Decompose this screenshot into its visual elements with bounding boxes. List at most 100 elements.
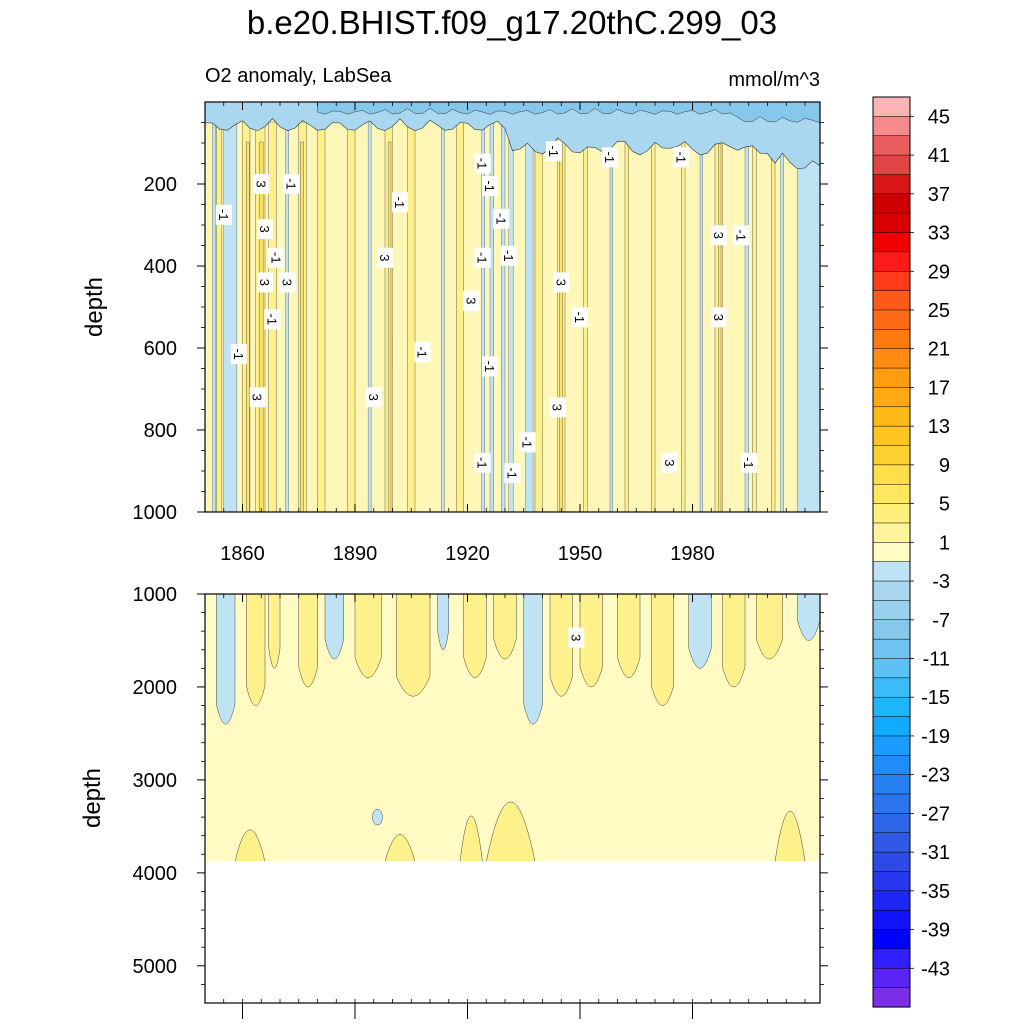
negative-band — [285, 102, 289, 512]
lower-contour-fill — [205, 594, 820, 863]
upper-layer-band — [651, 594, 674, 706]
contour-label-text: 3 — [463, 297, 478, 304]
colorbar-swatch — [872, 929, 911, 950]
upper-ylabel: depth — [81, 277, 108, 337]
positive-band — [347, 121, 356, 512]
negative-band — [212, 102, 216, 512]
contour-label-text: -1 — [520, 437, 535, 449]
colorbar-swatch — [872, 251, 911, 272]
colorbar-swatch — [872, 755, 911, 776]
colorbar-swatch — [872, 425, 911, 447]
negative-band — [797, 102, 820, 512]
positive-band — [534, 121, 543, 512]
colorbar-swatch — [872, 464, 911, 485]
contour-label: 3 — [463, 290, 480, 311]
contour-label-text: 3 — [711, 314, 726, 321]
y-tick-label: 400 — [144, 256, 177, 278]
upper-layer-band — [688, 594, 712, 669]
y-tick-label: 800 — [144, 420, 177, 442]
negative-band — [780, 102, 784, 512]
colorbar-label: -31 — [921, 842, 950, 864]
positive-band — [681, 121, 686, 512]
colorbar-label: -19 — [921, 726, 950, 748]
contour-label-text: -1 — [415, 346, 430, 358]
contour-label-text: 3 — [550, 404, 565, 411]
lower-axes: 1000 2000 3000 4000 5000 — [133, 584, 828, 1019]
contour-label: 3 — [710, 307, 727, 328]
colorbar-label: -3 — [932, 571, 950, 593]
contour-label: -1 — [230, 344, 247, 365]
colorbar-swatch — [872, 483, 911, 505]
contour-label-box — [710, 225, 727, 246]
contour-label-text: 3 — [366, 394, 381, 401]
colorbar-label: -43 — [921, 958, 950, 980]
upper-layer-band — [354, 594, 382, 678]
contour-label-text: -1 — [546, 145, 561, 157]
colorbar-swatch — [872, 832, 911, 853]
colorbar-label: -7 — [932, 610, 950, 632]
upper-layer-band — [617, 594, 641, 678]
contour-label-box — [553, 272, 570, 293]
contour-label: -1 — [474, 153, 491, 174]
units-label: mmol/m^3 — [728, 69, 820, 91]
colorbar-label: 1 — [939, 532, 950, 554]
contour-label-text: 3 — [377, 254, 392, 261]
contour-label-text: 3 — [250, 394, 265, 401]
colorbar-swatch — [872, 367, 911, 388]
contour-label: 3 — [568, 627, 585, 648]
colorbar-swatch — [872, 445, 911, 466]
contour-label: 3 — [257, 272, 273, 293]
contour-label-text: -1 — [602, 152, 617, 164]
positive-band — [456, 121, 464, 512]
y-tick-label: 1000 — [133, 584, 178, 606]
colorbar-swatch — [872, 716, 911, 737]
contour-label-text: -1 — [673, 152, 688, 164]
contour-label: 3 — [257, 219, 273, 240]
colorbar-label: 37 — [928, 184, 950, 206]
upper-layer-band — [463, 594, 487, 678]
contour-label: -1 — [602, 147, 618, 168]
colorbar-swatch — [872, 348, 911, 369]
contour-label-text: 3 — [568, 634, 583, 641]
lower-panel: 1000 2000 3000 4000 5000 3 depth — [79, 584, 828, 1019]
upper-layer-band — [579, 594, 603, 688]
contour-label-text: -1 — [475, 252, 490, 264]
upper-contour-labels: 3 -1 3 -1 -1 3 3 -1 -1 3 3 3 -1 -1 3 -1 -1 -1 -1 -1 -1 -1 -1 -1… — [215, 141, 757, 484]
contour-label-box — [602, 147, 618, 168]
small-negative-patch — [372, 808, 383, 826]
surface-negative-layer — [205, 102, 820, 170]
colorbar-label: -11 — [923, 648, 950, 670]
contour-label-text: -1 — [482, 180, 497, 192]
y-tick-label: 3000 — [133, 770, 178, 792]
colorbar-label: -15 — [921, 687, 950, 709]
contour-label-text: -1 — [501, 250, 516, 262]
colorbar-swatch — [872, 329, 911, 350]
colorbar-swatch — [872, 580, 911, 601]
colorbar-swatch — [872, 793, 911, 814]
colorbar-swatch — [872, 387, 911, 408]
contour-label: 3 — [365, 387, 382, 408]
contour-label: -1 — [519, 432, 536, 453]
colorbar-swatch — [872, 600, 911, 621]
contour-label-text: -1 — [741, 457, 756, 469]
contour-label: 3 — [553, 272, 570, 293]
upper-layer-band — [437, 594, 449, 651]
contour-label-box — [215, 204, 232, 225]
colorbar-swatch — [872, 290, 911, 311]
x-tick-label: 1890 — [333, 543, 378, 565]
colorbar-swatch — [872, 909, 911, 931]
contour-label-text: 3 — [257, 225, 272, 232]
contour-label-box — [283, 174, 300, 194]
negative-band — [508, 102, 514, 512]
contour-label-box — [463, 290, 480, 311]
colorbar-swatch — [872, 522, 911, 543]
negative-band — [489, 102, 494, 512]
deep-positive-lobe — [459, 815, 483, 862]
contour-label-box — [740, 452, 757, 473]
contour-label-box — [504, 463, 521, 484]
contour-label-box — [549, 397, 566, 418]
contour-label: -1 — [572, 307, 588, 328]
contour-label: -1 — [500, 245, 517, 266]
upper-layer-band — [298, 594, 318, 688]
upper-layer-band — [396, 594, 431, 697]
